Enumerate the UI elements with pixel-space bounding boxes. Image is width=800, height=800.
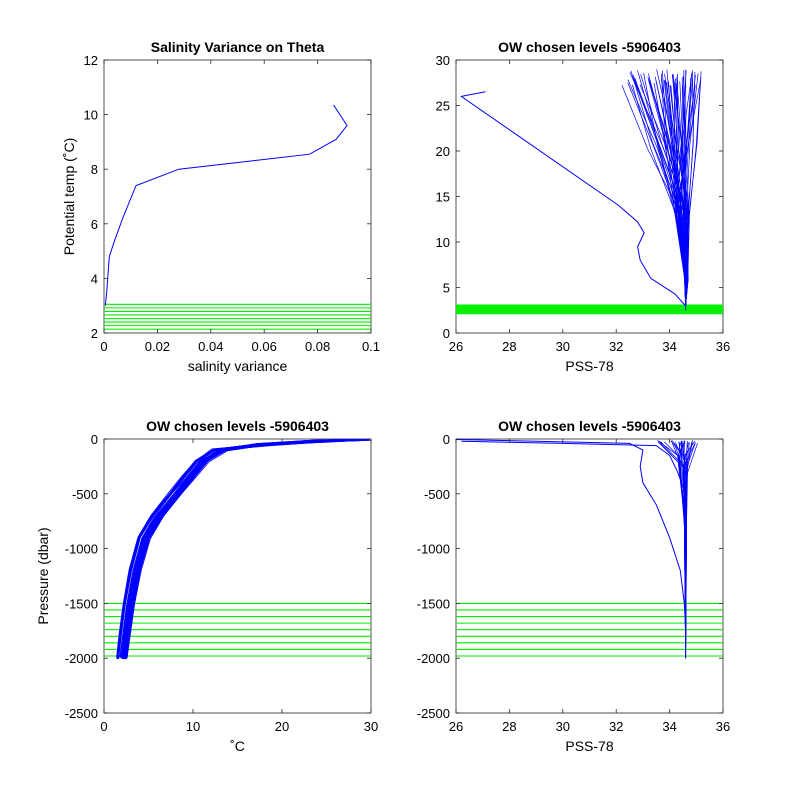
x-tick-label: 20 — [275, 719, 289, 734]
y-tick-label: -1500 — [65, 596, 98, 611]
x-tick-label: 10 — [186, 719, 200, 734]
panel-salinity-theta: 26 28 30 32 34 36 0 5 10 15 20 25 30 OW chosen levels… — [436, 39, 731, 374]
x-tick-label: 28 — [502, 339, 516, 354]
y-tick-label: 8 — [91, 162, 98, 177]
x-tick-label: 36 — [716, 339, 730, 354]
y-tick-label: -500 — [72, 487, 98, 502]
y-tick-label: 0 — [443, 326, 450, 341]
y-axis-label: Potential temp (˚C) — [61, 138, 77, 255]
x-tick-label: 30 — [556, 339, 570, 354]
x-tick-label: 26 — [449, 719, 463, 734]
series-line-0 — [121, 439, 363, 659]
x-tick-label: 36 — [716, 719, 730, 734]
y-tick-label: 20 — [436, 144, 450, 159]
x-axis-label: PSS-78 — [565, 358, 613, 374]
y-tick-label: 15 — [436, 190, 450, 205]
y-tick-label: 10 — [84, 108, 98, 123]
x-tick-label: 34 — [662, 719, 676, 734]
x-tick-label: 32 — [609, 719, 623, 734]
y-tick-label: 6 — [91, 217, 98, 232]
x-tick-label: 0 — [100, 339, 107, 354]
profile-line — [656, 69, 689, 306]
x-tick-label: 0.06 — [252, 339, 277, 354]
y-tick-label: 5 — [443, 281, 450, 296]
series-line-0 — [104, 104, 348, 306]
y-tick-label: 4 — [91, 271, 98, 286]
plot-area — [103, 438, 372, 714]
profile-line — [664, 73, 687, 306]
x-tick-label: 34 — [662, 339, 676, 354]
y-tick-label: 25 — [436, 99, 450, 114]
profile-line — [117, 439, 357, 659]
y-tick-label: -500 — [424, 487, 450, 502]
x-tick-label: 26 — [449, 339, 463, 354]
series-line-0 — [456, 439, 687, 659]
x-tick-label: 0.02 — [145, 339, 170, 354]
x-axis-label: PSS-78 — [565, 738, 613, 754]
x-tick-label: 0.04 — [198, 339, 223, 354]
y-tick-label: -2500 — [65, 706, 98, 721]
panel-salinity-pressure: 26 28 30 32 34 36 -2500 -2000 -1500 -1000 -500 0 OW … — [417, 418, 730, 754]
chart-title: Salinity Variance on Theta — [151, 39, 325, 55]
y-tick-label: 2 — [91, 326, 98, 341]
y-axis-label: Pressure (dbar) — [35, 527, 51, 624]
plot-content — [104, 439, 371, 660]
y-tick-label: -2000 — [417, 651, 450, 666]
series-line-1 — [461, 440, 687, 659]
chart-title: OW chosen levels -5906403 — [498, 39, 681, 55]
y-tick-label: 0 — [443, 432, 450, 447]
y-tick-label: -2500 — [417, 706, 450, 721]
chart-title: OW chosen levels -5906403 — [146, 418, 329, 434]
x-tick-label: 32 — [609, 339, 623, 354]
profile-line — [125, 440, 368, 660]
plot-content — [456, 439, 723, 659]
y-tick-label: 30 — [436, 53, 450, 68]
series-line-0 — [460, 91, 687, 311]
y-tick-label: -1500 — [417, 596, 450, 611]
x-tick-label: 0 — [100, 719, 107, 734]
y-tick-label: 0 — [91, 432, 98, 447]
x-axis-label: salinity variance — [188, 358, 288, 374]
x-tick-label: 28 — [502, 719, 516, 734]
plot-content — [104, 104, 371, 330]
x-tick-label: 0.08 — [305, 339, 330, 354]
chart-title: OW chosen levels -5906403 — [498, 418, 681, 434]
plot-area — [455, 438, 724, 714]
panel-temperature-pressure: 0 10 20 30 -2500 -2000 -1500 -1000 -500 0 OW chose… — [35, 418, 378, 754]
x-tick-label: 0.1 — [362, 339, 380, 354]
y-tick-label: 12 — [84, 53, 98, 68]
panel-salinity-variance: 0 0.02 0.04 0.06 0.08 0.1 2 4 6 8 10 12 Salinity Var… — [61, 39, 380, 374]
profile-line — [684, 73, 699, 306]
y-tick-label: -2000 — [65, 651, 98, 666]
y-tick-label: -1000 — [417, 542, 450, 557]
x-tick-label: 30 — [364, 719, 378, 734]
x-axis-label: ˚C — [230, 738, 245, 754]
plot-area — [103, 59, 372, 334]
plot-content — [456, 69, 723, 315]
y-tick-label: -1000 — [65, 542, 98, 557]
x-tick-label: 30 — [556, 719, 570, 734]
y-tick-label: 10 — [436, 235, 450, 250]
